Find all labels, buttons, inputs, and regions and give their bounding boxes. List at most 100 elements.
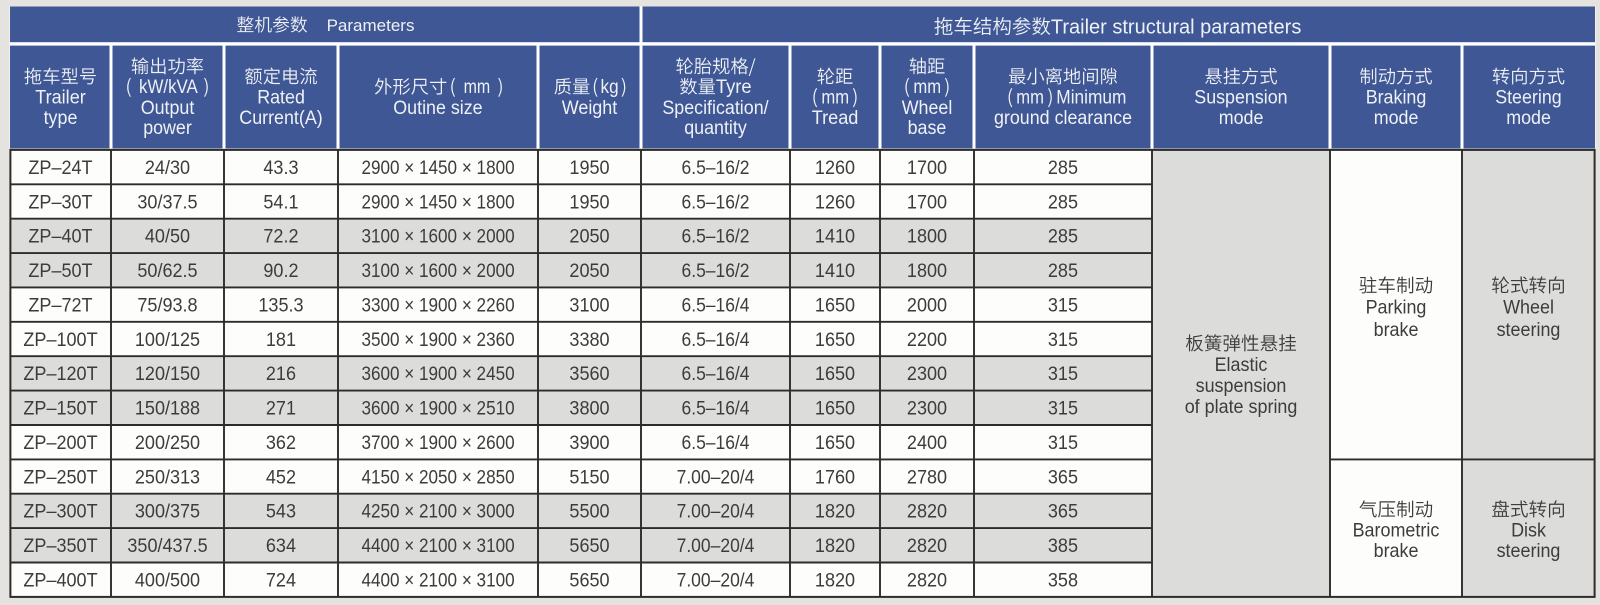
svg-text:2050: 2050 [569,227,609,248]
svg-text:3100 × 1600 × 2000: 3100 × 1600 × 2000 [362,227,515,248]
svg-text:5650: 5650 [569,536,609,557]
svg-text:3560: 3560 [569,364,609,385]
svg-text:3300 × 1900 × 2260: 3300 × 1900 × 2260 [362,295,515,316]
svg-text:6.5–16/4: 6.5–16/4 [682,330,750,351]
svg-text:quantity: quantity [684,118,747,139]
svg-text:Current(A): Current(A) [239,108,322,129]
svg-text:1410: 1410 [815,227,855,248]
svg-text:Specification/: Specification/ [662,98,769,119]
svg-text:Tyre: Tyre [716,77,752,98]
svg-text:181: 181 [266,330,296,351]
svg-text:724: 724 [266,571,297,592]
svg-text:452: 452 [266,467,296,488]
svg-text:315: 315 [1048,399,1078,420]
svg-text:3380: 3380 [569,330,609,351]
svg-text:543: 543 [266,502,296,523]
svg-text:50/62.5: 50/62.5 [137,261,197,282]
svg-text:90.2: 90.2 [263,261,298,282]
svg-text:4250 × 2100 × 3000: 4250 × 2100 × 3000 [362,502,515,523]
svg-text:ZP–300T: ZP–300T [23,502,98,523]
svg-text:3700 × 1900 × 2600: 3700 × 1900 × 2600 [362,433,515,454]
svg-text:2900 × 1450 × 1800: 2900 × 1450 × 1800 [362,192,515,213]
svg-text:6.5–16/4: 6.5–16/4 [682,399,750,420]
svg-text:2400: 2400 [907,433,947,454]
svg-text:365: 365 [1048,502,1078,523]
svg-text:1800: 1800 [907,227,947,248]
svg-text:mode: mode [1506,108,1551,129]
svg-text:135.3: 135.3 [258,295,303,316]
svg-text:kg: kg [601,77,619,98]
svg-text:5650: 5650 [569,571,609,592]
svg-text:1260: 1260 [815,192,855,213]
svg-text:40/50: 40/50 [145,227,190,248]
svg-text:315: 315 [1048,295,1078,316]
svg-text:271: 271 [266,399,296,420]
svg-text:3500 × 1900 × 2360: 3500 × 1900 × 2360 [362,330,515,351]
svg-text:mode: mode [1219,108,1264,129]
svg-text:300/375: 300/375 [135,502,200,523]
svg-text:ZP–400T: ZP–400T [23,571,98,592]
svg-text:7.00–20/4: 7.00–20/4 [677,467,755,488]
svg-text:1650: 1650 [815,295,855,316]
svg-text:Minimum: Minimum [1056,88,1126,109]
svg-text:ZP–150T: ZP–150T [23,399,98,420]
svg-text:type: type [44,108,78,129]
svg-text:315: 315 [1048,330,1078,351]
svg-text:1650: 1650 [815,330,855,351]
svg-text:ZP–100T: ZP–100T [23,330,98,351]
svg-text:ZP–40T: ZP–40T [28,227,93,248]
svg-text:634: 634 [266,536,297,557]
svg-text:7.00–20/4: 7.00–20/4 [677,536,755,557]
svg-text:Outine size: Outine size [393,98,482,119]
svg-text:ZP–120T: ZP–120T [23,364,98,385]
svg-text:6.5–16/2: 6.5–16/2 [682,158,750,179]
svg-text:5150: 5150 [569,467,609,488]
svg-text:2900 × 1450 × 1800: 2900 × 1450 × 1800 [362,158,515,179]
svg-text:1760: 1760 [815,467,855,488]
svg-text:power: power [143,118,192,139]
svg-text:1650: 1650 [815,364,855,385]
svg-text:1820: 1820 [815,502,855,523]
svg-text:mm: mm [913,77,941,98]
svg-text:1800: 1800 [907,261,947,282]
svg-text:2200: 2200 [907,330,947,351]
svg-text:1410: 1410 [815,261,855,282]
svg-text:6.5–16/2: 6.5–16/2 [682,192,750,213]
svg-text:Barometric: Barometric [1353,519,1440,541]
svg-text:315: 315 [1048,364,1078,385]
svg-text:1820: 1820 [815,571,855,592]
svg-text:Suspension: Suspension [1194,88,1287,109]
svg-text:6.5–16/4: 6.5–16/4 [682,433,750,454]
svg-text:315: 315 [1048,433,1078,454]
svg-text:ZP–350T: ZP–350T [23,536,98,557]
svg-text:3900: 3900 [569,433,609,454]
svg-text:4150 × 2050 × 2850: 4150 × 2050 × 2850 [362,467,515,488]
svg-text:Parking: Parking [1366,297,1427,319]
svg-text:mm: mm [464,77,491,98]
svg-text:6.5–16/2: 6.5–16/2 [682,227,750,248]
svg-text:suspension: suspension [1196,375,1287,397]
svg-text:30/37.5: 30/37.5 [137,192,197,213]
svg-text:72.2: 72.2 [263,227,298,248]
svg-text:2820: 2820 [907,571,947,592]
svg-text:2780: 2780 [907,467,947,488]
svg-text:Tread: Tread [812,108,859,129]
svg-text:1820: 1820 [815,536,855,557]
svg-text:2000: 2000 [907,295,947,316]
svg-text:285: 285 [1048,261,1078,282]
svg-text:base: base [908,118,947,139]
svg-text:285: 285 [1048,227,1078,248]
svg-text:24/30: 24/30 [145,158,190,179]
svg-text:Rated: Rated [257,88,305,109]
svg-text:Wheel: Wheel [902,98,953,119]
svg-text:1950: 1950 [569,192,609,213]
svg-text:1700: 1700 [907,158,947,179]
svg-text:350/437.5: 350/437.5 [127,536,207,557]
svg-text:2300: 2300 [907,399,947,420]
svg-text:ZP–50T: ZP–50T [28,261,93,282]
svg-text:brake: brake [1374,319,1419,341]
svg-text:Elastic: Elastic [1215,354,1268,376]
svg-text:ZP–72T: ZP–72T [28,295,93,316]
svg-text:Output: Output [141,98,195,119]
svg-text:Parameters: Parameters [327,16,415,35]
